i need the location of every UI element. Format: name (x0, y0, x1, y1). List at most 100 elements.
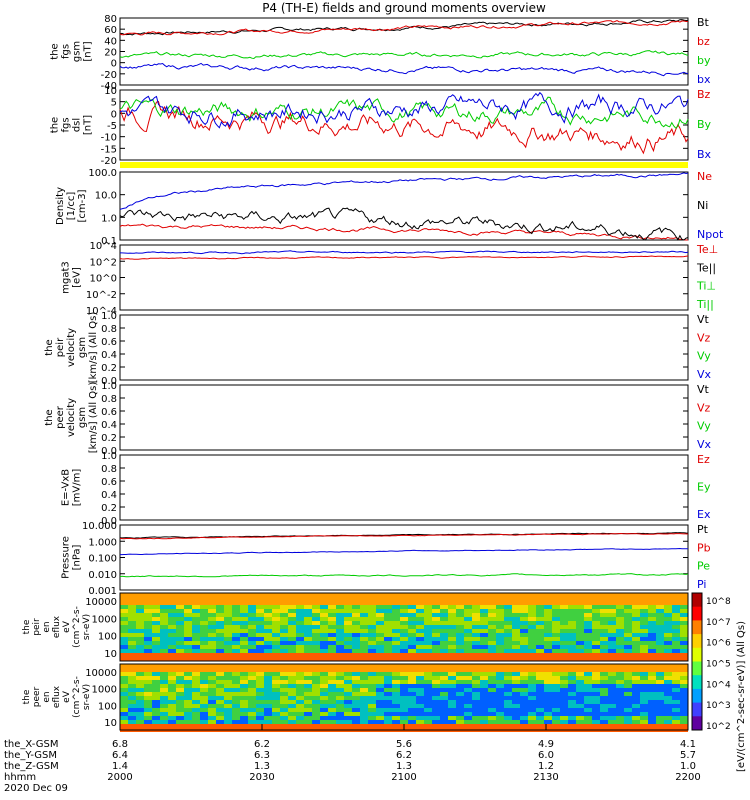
spectrogram-cell (480, 684, 488, 688)
spectrogram-cell (672, 720, 680, 724)
spectrogram-cell (624, 621, 632, 625)
spectrogram-cell (384, 712, 392, 716)
spectrogram-cell (296, 609, 304, 613)
spectrogram-cell (328, 684, 336, 688)
spectrogram-cell (376, 637, 384, 641)
spectrogram-cell (664, 664, 672, 668)
spectrogram-cell (280, 664, 288, 668)
spectrogram-cell (408, 629, 416, 633)
spectrogram-cell (464, 621, 472, 625)
spectrogram-cell (568, 684, 576, 688)
spectrogram-cell (680, 672, 688, 676)
spectrogram-cell (288, 720, 296, 724)
legend-Te⊥: Te⊥ (696, 243, 718, 256)
spectrogram-cell (424, 704, 432, 708)
spectrogram-cell (512, 625, 520, 629)
spectrogram-cell (416, 720, 424, 724)
spectrogram-cell (208, 708, 216, 712)
spectrogram-cell (336, 684, 344, 688)
spectrogram-cell (504, 633, 512, 637)
spectrogram-cell (424, 676, 432, 680)
spectrogram-cell (424, 593, 432, 597)
spectrogram-cell (320, 676, 328, 680)
spectrogram-cell (512, 605, 520, 609)
spectrogram-cell (248, 645, 256, 649)
spectrogram-cell (416, 688, 424, 692)
date-label: 2020 Dec 09 (4, 783, 68, 794)
spectrogram-cell (144, 641, 152, 645)
spectrogram-cell (488, 637, 496, 641)
spectrogram-cell (512, 641, 520, 645)
spectrogram-cell (408, 724, 416, 728)
spectrogram-cell (256, 696, 264, 700)
spectrogram-cell (656, 708, 664, 712)
spectrogram-cell (456, 645, 464, 649)
spectrogram-cell (264, 680, 272, 684)
spectrogram-cell (608, 597, 616, 601)
colorbar-tick-label: 10^5 (706, 660, 731, 670)
spectrogram-cell (144, 649, 152, 653)
spectrogram-cell (216, 609, 224, 613)
spectrogram-cell (472, 688, 480, 692)
spectrogram-cell (288, 657, 296, 661)
spectrogram-cell (648, 712, 656, 716)
spectrogram-cell (680, 621, 688, 625)
spectrogram-cell (160, 617, 168, 621)
spectrogram-cell (336, 708, 344, 712)
spectrogram-cell (296, 668, 304, 672)
spectrogram-cell (600, 593, 608, 597)
spectrogram-cell (240, 664, 248, 668)
spectrogram-cell (440, 712, 448, 716)
spectrogram-cell (304, 621, 312, 625)
spectrogram-cell (184, 613, 192, 617)
spectrogram-cell (160, 684, 168, 688)
y-tick-label: 0.010 (88, 570, 117, 581)
spectrogram-cell (456, 609, 464, 613)
ephemeris-value: 1.3 (396, 761, 412, 772)
spectrogram-cell (296, 605, 304, 609)
spectrogram-cell (664, 704, 672, 708)
spectrogram-cell (304, 617, 312, 621)
spectrogram-cell (144, 704, 152, 708)
spectrogram-cell (456, 684, 464, 688)
spectrogram-cell (184, 625, 192, 629)
spectrogram-cell (552, 621, 560, 625)
spectrogram-cell (456, 720, 464, 724)
spectrogram-cell (184, 692, 192, 696)
spectrogram-cell (152, 704, 160, 708)
spectrogram-cell (176, 724, 184, 728)
spectrogram-cell (384, 637, 392, 641)
y-axis-label-line: the (22, 689, 32, 704)
spectrogram-cell (176, 696, 184, 700)
spectrogram-cell (152, 720, 160, 724)
spectrogram-cell (288, 629, 296, 633)
spectrogram-cell (616, 621, 624, 625)
spectrogram-cell (664, 637, 672, 641)
spectrogram-cell (576, 637, 584, 641)
spectrogram-cell (152, 645, 160, 649)
spectrogram-cell (440, 684, 448, 688)
spectrogram-cell (568, 692, 576, 696)
spectrogram-cell (152, 625, 160, 629)
spectrogram-cell (144, 724, 152, 728)
spectrogram-cell (136, 617, 144, 621)
spectrogram-cell (424, 692, 432, 696)
spectrogram-cell (184, 704, 192, 708)
series-Bx (119, 91, 689, 129)
spectrogram-cell (424, 664, 432, 668)
spectrogram-cell (456, 664, 464, 668)
spectrogram-cell (344, 613, 352, 617)
spectrogram-cell (680, 696, 688, 700)
spectrogram-cell (272, 724, 280, 728)
spectrogram-cell (176, 605, 184, 609)
spectrogram-cell (120, 676, 128, 680)
spectrogram-cell (424, 653, 432, 657)
y-tick-label: 0.1 (101, 236, 117, 247)
spectrogram-cell (208, 601, 216, 605)
spectrogram-cell (144, 653, 152, 657)
spectrogram-cell (376, 716, 384, 720)
colorbar-segment (692, 634, 702, 649)
spectrogram-cell (440, 605, 448, 609)
spectrogram-cell (536, 609, 544, 613)
spectrogram-cell (184, 597, 192, 601)
